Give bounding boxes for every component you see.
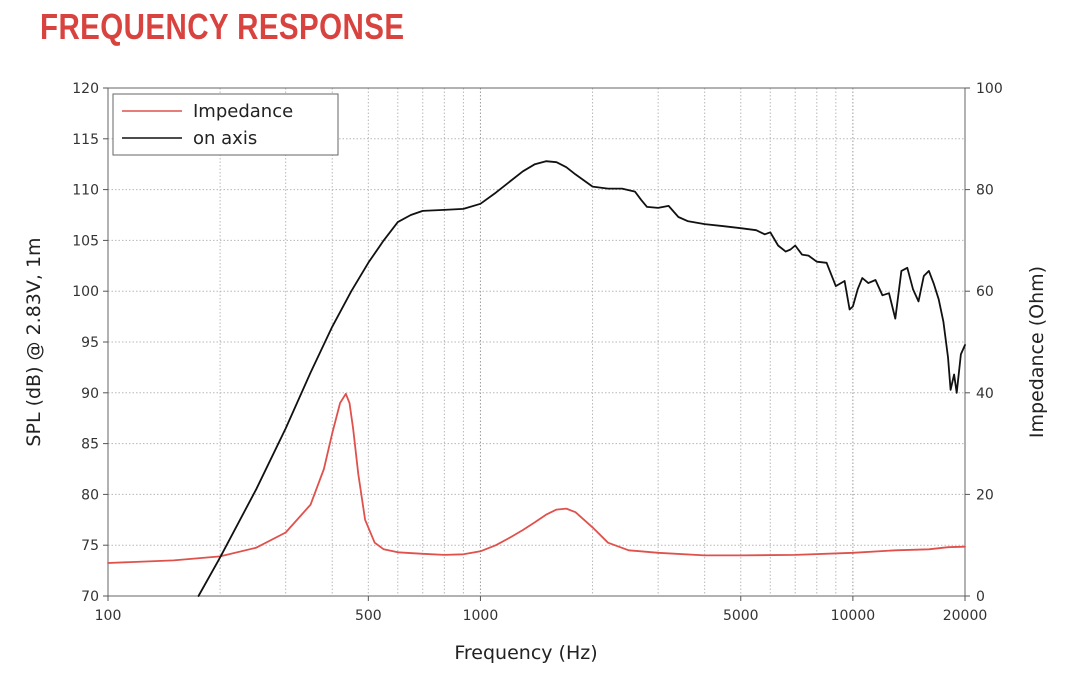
y2-tick-label: 100	[976, 81, 1003, 97]
x-tick-label: 10000	[831, 608, 876, 624]
series-line-on-axis	[197, 160, 966, 597]
x-tick-label: 1000	[463, 608, 499, 624]
tick-marks	[103, 87, 970, 601]
y-tick-label: 100	[72, 284, 99, 300]
series-line-impedance	[107, 392, 966, 564]
y-tick-label: 110	[72, 183, 99, 199]
y-tick-label: 90	[81, 386, 99, 402]
y-tick-label: 120	[72, 81, 99, 97]
y2-tick-label: 80	[976, 183, 994, 199]
y-tick-label: 70	[81, 589, 99, 605]
y-tick-label: 95	[81, 335, 99, 351]
x-tick-labels: 100 500 1000 5000 10000 20000	[95, 608, 988, 624]
y2-tick-label: 60	[976, 284, 994, 300]
y2-tick-label: 20	[976, 487, 994, 503]
x-tick-label: 500	[355, 608, 382, 624]
y2-tick-label: 40	[976, 386, 994, 402]
y-tick-label: 115	[72, 132, 99, 148]
major-gridlines	[479, 88, 854, 596]
series-lines	[107, 160, 966, 597]
y-tick-labels: 70 75 80 85 90 95 100 105 110 115 120	[72, 81, 99, 605]
x-tick-label: 20000	[943, 608, 988, 624]
legend-box	[112, 93, 339, 156]
y2-tick-label: 0	[976, 589, 985, 605]
x-tick-label: 100	[95, 608, 122, 624]
y-axis-label: SPL (dB) @ 2.83V, 1m	[23, 237, 45, 446]
y-tick-label: 75	[81, 538, 99, 554]
page-title: FREQUENCY RESPONSE	[40, 6, 405, 47]
x-tick-label: 5000	[723, 608, 759, 624]
y2-axis-label: Impedance (Ohm)	[1026, 266, 1048, 438]
legend-label-impedance: Impedance	[193, 101, 293, 122]
legend: Impedance on axis	[112, 93, 339, 156]
x-axis-label: Frequency (Hz)	[454, 642, 597, 664]
minor-gridlines	[108, 88, 965, 596]
y2-tick-labels: 0 20 40 60 80 100	[976, 81, 1003, 605]
legend-label-on-axis: on axis	[193, 128, 257, 149]
y-tick-label: 80	[81, 487, 99, 503]
y-tick-label: 105	[72, 233, 99, 249]
y-tick-label: 85	[81, 437, 99, 453]
